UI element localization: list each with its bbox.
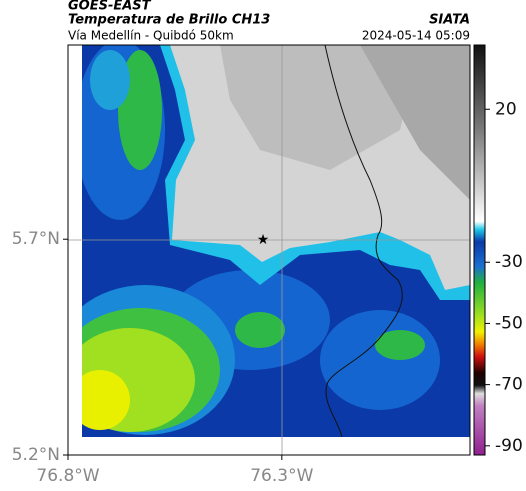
datetime: 2024-05-14 05:09 xyxy=(362,29,470,43)
map-frame xyxy=(67,44,471,456)
location-star: ★ xyxy=(257,232,270,248)
colorbar-tick-label: 20 xyxy=(495,99,517,119)
lat-tick-label: 5.2°N xyxy=(12,445,60,465)
source: SIATA xyxy=(429,13,470,28)
satellite-image xyxy=(82,45,470,437)
colorbar-tick-label: -70 xyxy=(495,375,523,395)
region: Vía Medellín - Quibdó 50km xyxy=(68,29,234,43)
lat-tick-label: 5.7°N xyxy=(12,229,60,249)
header: GOES-EAST Temperatura de Brillo CH13 Vía… xyxy=(68,0,470,43)
colorbar xyxy=(473,44,486,456)
colorbar-tick-label: -50 xyxy=(495,313,523,333)
colorbar-tick-label: -30 xyxy=(495,252,523,272)
subtitle: Temperatura de Brillo CH13 xyxy=(68,13,270,28)
title: GOES-EAST xyxy=(68,0,152,14)
colorbar-tick-label: -90 xyxy=(495,436,523,456)
lon-tick-label: 76.3°W xyxy=(250,466,313,486)
lon-tick-label: 76.8°W xyxy=(36,466,99,486)
